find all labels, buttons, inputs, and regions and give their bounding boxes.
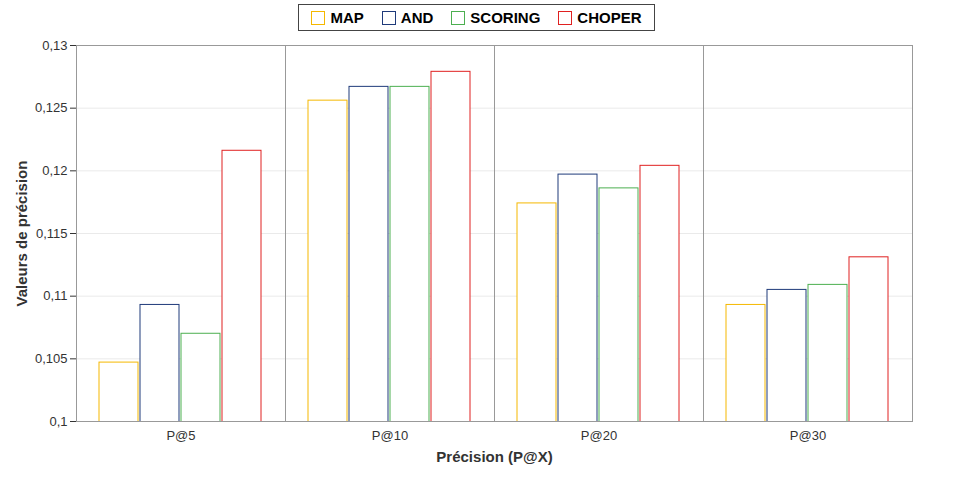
svg-text:0,1: 0,1 [49,414,67,429]
svg-text:0,115: 0,115 [36,226,68,241]
svg-text:0,12: 0,12 [42,163,67,178]
html-text:AND: AND [400,9,434,26]
svg-text:0,105: 0,105 [35,351,68,366]
svg-text:0,125: 0,125 [35,100,68,115]
svg-text:P@5: P@5 [166,428,195,443]
svg-text:P@20: P@20 [581,428,617,443]
svg-text:Valeurs de précision: Valeurs de précision [13,161,30,307]
svg-text:P@30: P@30 [790,428,826,443]
html-text:CHOPER: CHOPER [577,9,642,26]
svg-text:Précision (P@X): Précision (P@X) [436,448,552,465]
html-text:MAP: MAP [330,9,364,26]
svg-text:0,13: 0,13 [42,38,67,53]
html-text:SCORING: SCORING [470,9,541,26]
svg-text:0,11: 0,11 [43,288,67,303]
svg-text:P@10: P@10 [372,428,408,443]
